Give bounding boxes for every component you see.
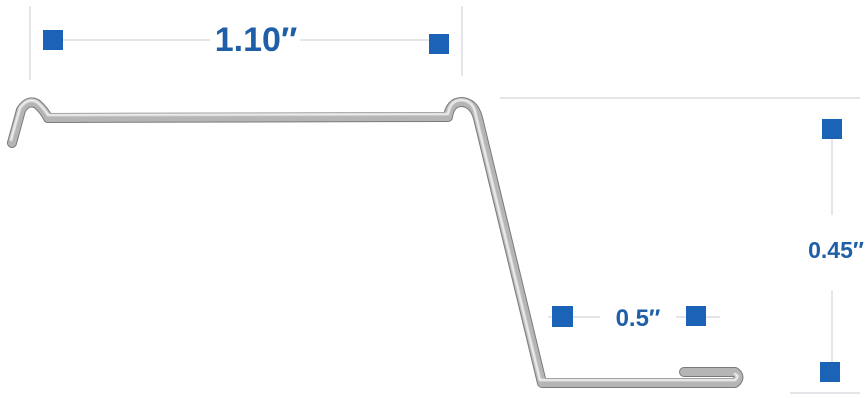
profile-shadow	[7, 97, 744, 388]
extension-lines	[29, 6, 860, 394]
bottom-width-left-marker	[552, 306, 573, 327]
bottom-width-right-marker	[686, 306, 706, 326]
profile-highlight	[9, 98, 739, 382]
bottom-width-label: 0.5″	[616, 305, 661, 332]
profile-body	[8, 98, 743, 387]
top-width-left-marker	[43, 30, 63, 50]
height-label: 0.45″	[808, 237, 864, 263]
top-width-label: 1.10″	[215, 21, 297, 59]
top-width-right-marker	[429, 34, 449, 54]
dimension-markers	[43, 30, 842, 382]
height-bottom-marker	[820, 362, 840, 382]
height-top-marker	[822, 119, 842, 139]
metal-channel-profile	[7, 97, 744, 388]
dimension-labels: 1.10″ 0.45″ 0.5″	[215, 21, 864, 332]
